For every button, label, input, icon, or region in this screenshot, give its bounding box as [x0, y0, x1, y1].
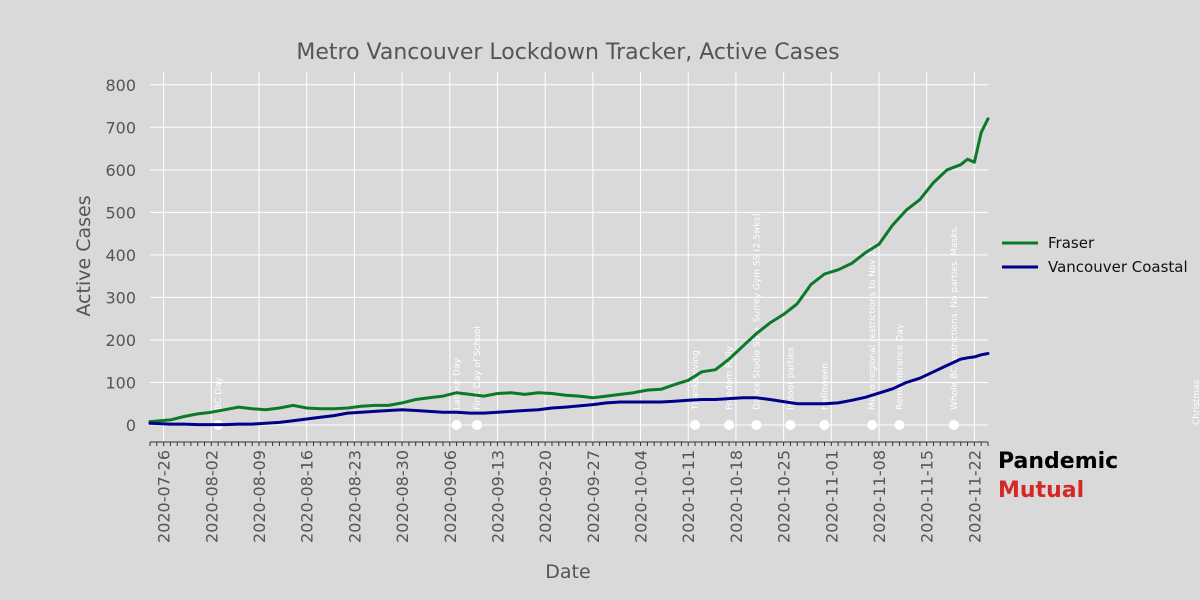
- x-tick-labels: 2020-07-26 2020-08-02 2020-08-09 2020-08-16…: [155, 450, 985, 543]
- event-marker: [751, 419, 762, 430]
- series-line-vancouver-coastal: [148, 352, 990, 427]
- x-tick-label: 2020-10-04: [632, 450, 651, 543]
- x-tick-label: 2020-10-11: [679, 450, 698, 543]
- series-line-fraser: [148, 117, 990, 424]
- x-tick-label: 2020-11-01: [822, 450, 841, 543]
- event-marker: [948, 419, 959, 430]
- x-tick-label: 2020-09-20: [536, 450, 555, 543]
- x-tick-label: 2020-08-30: [393, 450, 412, 543]
- event-label: Freedom Rally: [725, 345, 735, 410]
- series-lines: [148, 117, 990, 427]
- event-marker: [894, 419, 905, 430]
- brand-logo-mutual: Mutual: [998, 478, 1085, 503]
- x-tick-label: 2020-09-13: [488, 450, 507, 543]
- x-tick-label: 2020-10-25: [775, 450, 794, 543]
- event-marker: [819, 419, 830, 430]
- event-label: Christmas: [1192, 379, 1200, 425]
- y-tick-label: 200: [105, 331, 136, 350]
- y-tick-label: 500: [105, 203, 136, 222]
- x-tick-label: 2020-08-02: [202, 450, 221, 543]
- event-label: Indoor parties: [786, 347, 796, 410]
- x-tick-label: 2020-08-16: [298, 450, 317, 543]
- legend-label-vancouver-coastal: Vancouver Coastal: [1048, 258, 1188, 276]
- plot-area: [150, 72, 988, 442]
- x-tick-label: 2020-09-06: [441, 450, 460, 543]
- y-tick-label: 600: [105, 161, 136, 180]
- y-tick-labels: 0 100 200 300 400 500 600 700 800: [105, 76, 136, 435]
- y-tick-label: 0: [126, 416, 136, 435]
- event-marker: [724, 419, 735, 430]
- chart-title: Metro Vancouver Lockdown Tracker, Active…: [296, 40, 839, 65]
- y-tick-label: 700: [105, 118, 136, 137]
- event-label: Metro regional restrictions to Nov 23: [868, 245, 878, 410]
- legend-label-fraser: Fraser: [1048, 234, 1095, 252]
- y-axis-label: Active Cases: [73, 195, 95, 316]
- event-label: First Day of School: [473, 326, 483, 410]
- legend: Fraser Vancouver Coastal: [1002, 234, 1188, 276]
- event-annotations: BC Day Labour Day First Day of School Thank…: [213, 213, 1200, 430]
- x-tick-label: 2020-08-23: [345, 450, 364, 543]
- event-marker: [867, 419, 878, 430]
- event-label: Halloween: [820, 363, 830, 410]
- event-label: BC Day: [214, 376, 224, 410]
- x-tick-label: 2020-11-22: [965, 450, 984, 543]
- event-label: Dance Studio SS + Surrey Gym SS (2.5wks): [752, 213, 762, 410]
- event-label: Remembrance Day: [895, 323, 905, 410]
- x-axis-label: Date: [545, 561, 590, 583]
- event-label: Whole BC restrictions. No parties. Masks…: [950, 225, 960, 410]
- event-marker: [472, 419, 483, 430]
- event-marker: [690, 419, 701, 430]
- y-tick-label: 100: [105, 373, 136, 392]
- event-label: Labour Day: [453, 358, 463, 410]
- y-tick-label: 300: [105, 288, 136, 307]
- y-tick-label: 800: [105, 76, 136, 95]
- x-tick-label: 2020-11-15: [918, 450, 937, 543]
- y-tick-label: 400: [105, 246, 136, 265]
- brand-logo-pandemic: Pandemic: [998, 449, 1119, 474]
- event-label: Thanksgiving: [691, 350, 701, 411]
- x-tick-label: 2020-09-27: [584, 450, 603, 543]
- x-tick-label: 2020-10-18: [727, 450, 746, 543]
- event-marker: [451, 419, 462, 430]
- event-marker: [785, 419, 796, 430]
- x-tick-label: 2020-07-26: [155, 450, 174, 543]
- gridlines: [149, 72, 989, 446]
- x-tick-label: 2020-08-09: [250, 450, 269, 543]
- x-tick-label: 2020-11-08: [870, 450, 889, 543]
